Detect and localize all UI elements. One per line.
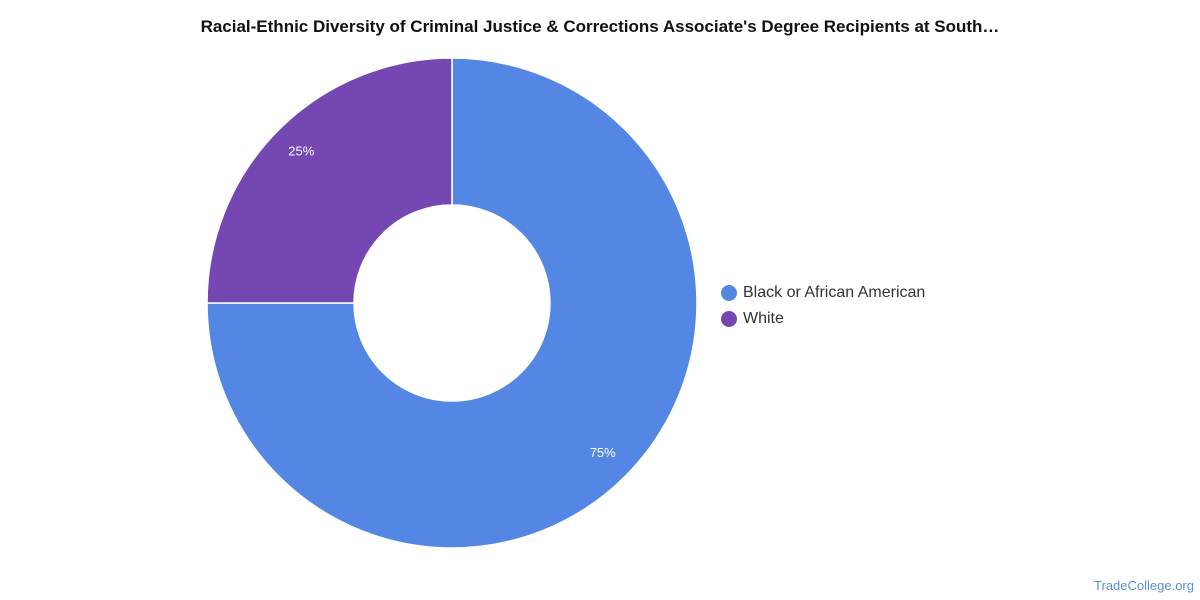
legend-item-white[interactable]: White (721, 306, 925, 332)
slice-label-black-or-african-american: 75% (590, 445, 616, 460)
legend-swatch (721, 285, 737, 301)
legend-label: Black or African American (743, 284, 926, 301)
slice-label-white: 25% (288, 144, 314, 159)
legend-swatch (721, 311, 737, 327)
legend-item-black-or-african-american[interactable]: Black or African American (721, 280, 925, 306)
slice-white[interactable] (206, 57, 453, 304)
source-credit[interactable]: TradeCollege.org (1094, 578, 1194, 593)
legend: Black or African American White (721, 280, 925, 332)
slice-black-or-african-american[interactable] (206, 57, 698, 549)
legend-label: White (743, 310, 784, 327)
chart-title: Racial-Ethnic Diversity of Criminal Just… (200, 17, 1000, 36)
